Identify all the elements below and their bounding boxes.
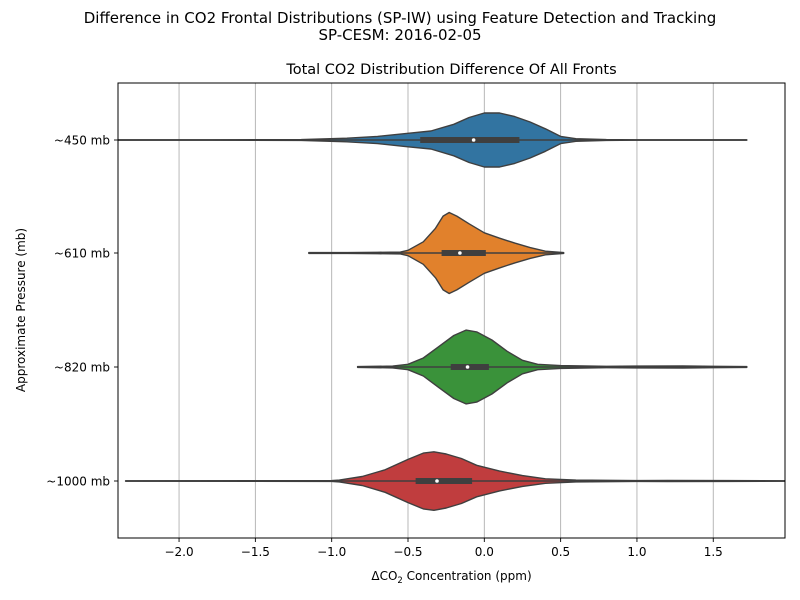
violin-median-dot xyxy=(435,479,439,483)
y-tick-label: ~820 mb xyxy=(54,361,110,375)
x-tick-label: 0.0 xyxy=(475,545,494,559)
chart-title: Total CO2 Distribution Difference Of All… xyxy=(285,62,616,78)
x-tick-label: −2.0 xyxy=(164,545,193,559)
violin-iqr-box xyxy=(415,478,473,484)
violin-iqr-box xyxy=(420,137,520,143)
figure-suptitle-line1: Difference in CO2 Frontal Distributions … xyxy=(83,9,717,27)
y-tick-label: ~1000 mb xyxy=(46,475,110,489)
x-tick-label: −0.5 xyxy=(393,545,422,559)
x-tick-label: 0.5 xyxy=(551,545,570,559)
x-axis-label: ΔCO2 Concentration (ppm) xyxy=(371,569,531,586)
figure-suptitle-line2: SP-CESM: 2016-02-05 xyxy=(318,26,482,44)
violin-median-dot xyxy=(458,251,462,255)
x-axis-ticks: −2.0 −1.5 −1.0 −0.5 0.0 0.5 1.0 1.5 xyxy=(164,538,723,559)
plot-frame xyxy=(117,82,786,539)
x-tick-label: −1.5 xyxy=(241,545,270,559)
y-tick-label: ~610 mb xyxy=(54,247,110,261)
x-tick-label: −1.0 xyxy=(317,545,346,559)
x-gridlines xyxy=(178,83,714,538)
violin-median-dot xyxy=(465,365,470,369)
y-tick-label: ~450 mb xyxy=(54,134,110,148)
violin-iqr-box xyxy=(441,250,486,256)
y-axis-label: Approximate Pressure (mb) xyxy=(14,228,28,392)
x-tick-label: 1.0 xyxy=(627,545,646,559)
x-tick-label: 1.5 xyxy=(704,545,723,559)
violin-median-dot xyxy=(471,138,476,142)
y-axis-ticks: ~450 mb ~610 mb ~820 mb ~1000 mb xyxy=(46,134,118,489)
violins xyxy=(118,112,785,511)
violin-iqr-box xyxy=(450,364,489,370)
